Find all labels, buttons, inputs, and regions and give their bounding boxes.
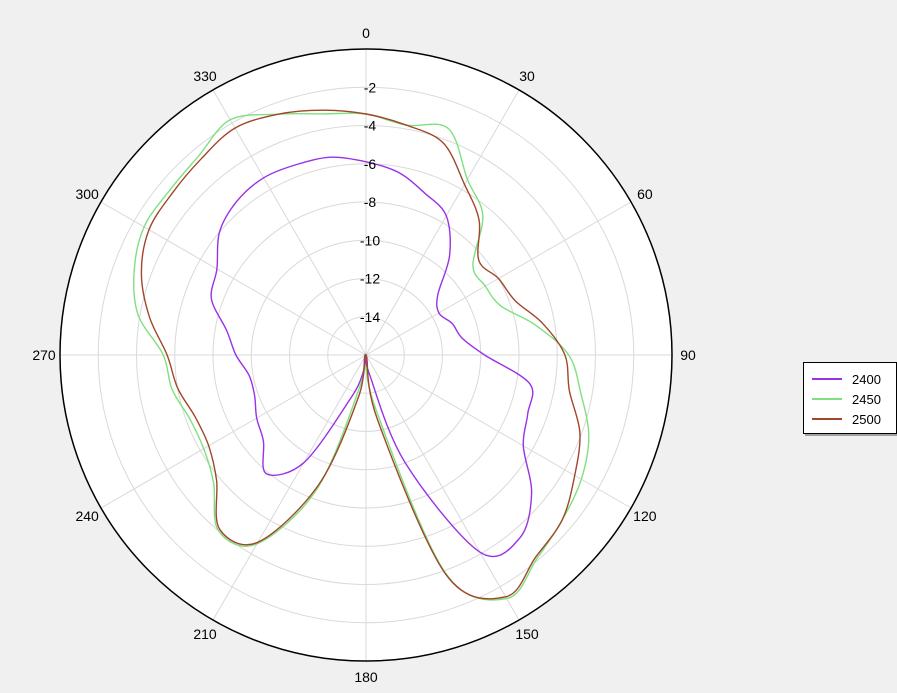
angle-tick-label: 0	[362, 25, 370, 41]
plot-border	[59, 48, 673, 662]
grid-spoke	[100, 201, 367, 356]
legend-item-2450: 2450	[812, 389, 888, 409]
grid-spoke	[365, 89, 520, 356]
grid-spoke	[100, 354, 367, 509]
radial-tick-label: -10	[360, 232, 380, 248]
legend-item-2500: 2500	[812, 409, 888, 429]
angle-tick-label: 240	[75, 508, 99, 524]
grid-spoke	[212, 354, 367, 621]
legend-swatch-2450	[812, 398, 842, 400]
angle-tick-label: 210	[193, 626, 217, 642]
angle-tick-label: 300	[75, 186, 99, 202]
angle-tick-label: 30	[519, 68, 535, 84]
angle-tick-label: 90	[680, 347, 696, 363]
radial-tick-label: -8	[364, 194, 377, 210]
radial-tick-label: -14	[360, 309, 380, 325]
grid-spoke	[365, 354, 632, 509]
legend-label-2450: 2450	[852, 391, 881, 407]
angle-tick-label: 150	[515, 626, 539, 642]
grid-spoke	[365, 354, 520, 621]
radial-tick-label: -12	[360, 271, 380, 287]
angle-tick-label: 330	[193, 68, 217, 84]
angle-tick-label: 120	[633, 508, 657, 524]
legend-swatch-2400	[812, 378, 842, 380]
radial-tick-label: -4	[364, 118, 377, 134]
series-line-2500	[140, 109, 581, 600]
radial-tick-label: -2	[364, 79, 377, 95]
legend-item-2400: 2400	[812, 369, 888, 389]
angle-tick-label: 60	[637, 186, 653, 202]
legend-label-2400: 2400	[852, 371, 881, 387]
chart-legend: 2400 2450 2500	[803, 362, 897, 434]
grid-spoke	[212, 89, 367, 356]
angle-tick-label: 270	[32, 347, 56, 363]
angle-tick-label: 180	[354, 669, 378, 685]
radial-tick-label: -6	[364, 156, 377, 172]
legend-label-2500: 2500	[852, 411, 881, 427]
legend-swatch-2500	[812, 418, 842, 420]
